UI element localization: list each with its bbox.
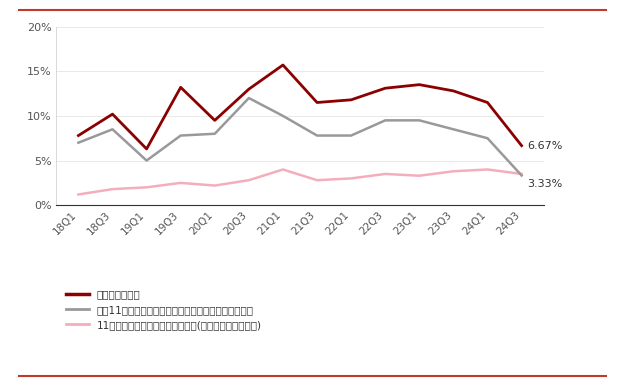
Legend: 白酒持仓总占比, 剔除11支基金后剩余基金持仓白酒占公募持仓总市值比, 11支基金持仓占公募持仓总市值比(消费赛道型基金为主): 白酒持仓总占比, 剔除11支基金后剩余基金持仓白酒占公募持仓总市值比, 11支基… [61, 285, 266, 334]
Text: 3.33%: 3.33% [527, 179, 562, 189]
Text: 6.67%: 6.67% [527, 141, 562, 150]
